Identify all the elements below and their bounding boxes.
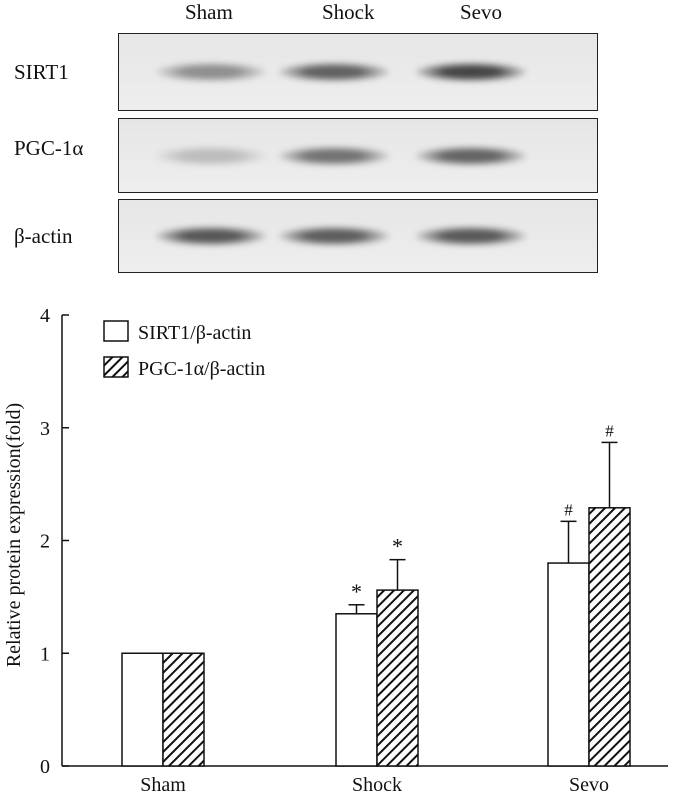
significance-marker: *	[392, 534, 403, 559]
bar	[376, 589, 419, 767]
blot-band	[415, 145, 527, 166]
x-tick-label: Sham	[140, 774, 186, 794]
blot-row-label-pgc1a: PGC-1α	[14, 136, 84, 160]
legend-label-sirt1: SIRT1/β-actin	[138, 322, 251, 344]
blot-row-label-beta-actin: β-actin	[14, 224, 73, 248]
blot-band	[415, 226, 527, 246]
y-tick-label: 2	[40, 531, 50, 553]
x-tick-label: Sevo	[569, 774, 609, 794]
significance-marker: *	[351, 579, 362, 604]
lane-header-shock: Shock	[322, 0, 375, 24]
blot-band	[155, 62, 267, 82]
blot-row-label-sirt1: SIRT1	[14, 60, 69, 84]
western-blot: Sham Shock Sevo SIRT1 PGC-1α β-actin	[0, 0, 700, 285]
y-axis-label: Relative protein expression(fold)	[3, 403, 25, 667]
blot-band	[278, 145, 390, 166]
blot-band	[278, 226, 390, 246]
legend-swatch-pgc1a	[103, 356, 129, 378]
bar	[588, 507, 631, 767]
bar	[335, 613, 378, 767]
blot-panel-pgc1a	[118, 118, 598, 193]
blot-panel-sirt1	[118, 33, 598, 111]
lane-header-sham: Sham	[185, 0, 233, 24]
lane-header-sevo: Sevo	[460, 0, 502, 24]
blot-band	[155, 226, 267, 246]
y-tick-label: 0	[40, 756, 50, 778]
legend-swatch-sirt1	[103, 320, 129, 342]
y-tick-label: 4	[40, 305, 50, 327]
bar-chart: 0 1 2 3 4 Sham Shock Sevo * * # # SIRT1/β-actin PG…	[3, 305, 668, 794]
bar	[121, 652, 164, 767]
x-tick-label: Shock	[352, 774, 402, 794]
blot-panel-beta-actin	[118, 199, 598, 273]
blot-band	[415, 62, 527, 82]
blot-band	[278, 62, 390, 82]
bar	[547, 562, 590, 767]
legend-label-pgc1a: PGC-1α/β-actin	[138, 358, 265, 380]
bar	[162, 652, 205, 767]
y-tick-label: 3	[40, 418, 50, 440]
significance-marker: #	[564, 500, 573, 519]
y-tick-label: 1	[40, 643, 50, 665]
chart-axes: 0 1 2 3 4 Sham Shock Sevo	[40, 305, 668, 794]
chart-bars: * * # #	[121, 421, 631, 767]
blot-band	[155, 145, 267, 166]
chart-legend: SIRT1/β-actin PGC-1α/β-actin	[103, 320, 265, 380]
significance-marker: #	[605, 421, 614, 440]
